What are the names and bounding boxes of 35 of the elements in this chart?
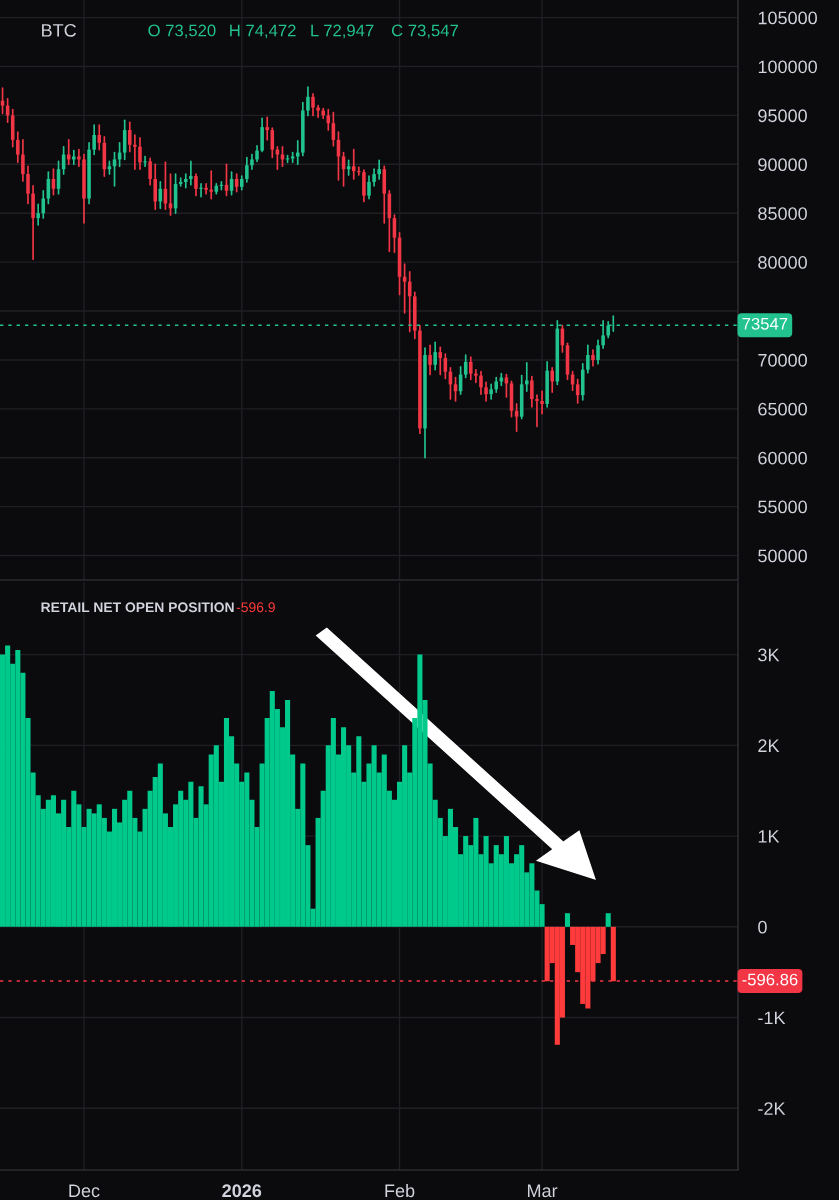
y-tick-label: 3K [758,648,780,662]
y-tick-label: 60000 [758,451,807,465]
y-tick-label: 85000 [758,207,807,220]
bar [111,808,118,927]
annotation: -596.9 [236,602,275,613]
bar [605,913,611,927]
y-tick-label: 80000 [758,256,807,269]
text: BTC [42,23,77,37]
y-tick-label: 65000 [758,402,807,416]
annotation: H 74,472 [230,24,296,39]
y-tick-label: -2K [758,1102,786,1115]
y-tick-label: 2K [758,739,780,752]
ref-line-label: 73547 [742,317,788,330]
x-tick-label: Dec [69,1184,100,1198]
bar [564,913,571,927]
y-tick-label: -1K [758,1011,786,1025]
y-tick-label: 55000 [758,500,807,514]
bar [223,718,230,927]
ref-line-label: -596.86 [742,973,798,986]
y-tick-label: 1K [758,830,780,843]
y-tick-label: 100000 [758,60,817,74]
annotation: O 73,520 [148,24,216,39]
y-tick-label: 50000 [758,549,807,563]
y-tick-label: 70000 [758,353,807,367]
bar [610,926,616,982]
y-tick-label: 0 [758,920,767,934]
x-tick-label: 2026 [222,1184,262,1198]
y-tick-label: 95000 [758,109,807,123]
y-tick-label: 105000 [758,11,817,25]
text: RETAIL NET OPEN POSITION [41,602,234,613]
annotation: L 72,947 [311,24,374,39]
x-tick-label: Mar [527,1184,558,1198]
x-tick-label: Feb [385,1183,415,1198]
y-tick-label: 90000 [758,158,807,172]
annotation: C 73,547 [391,24,458,39]
